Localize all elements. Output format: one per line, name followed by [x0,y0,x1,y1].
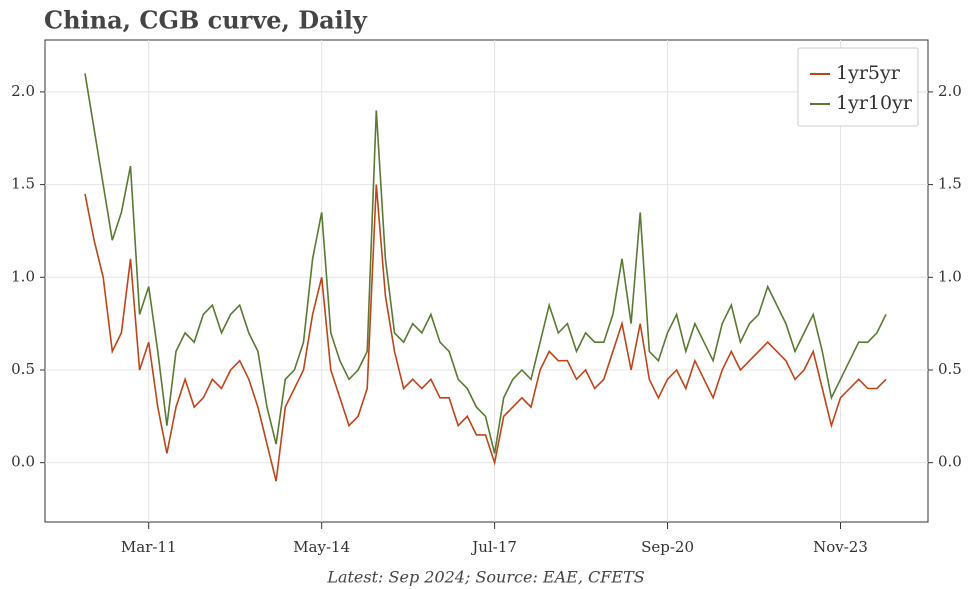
y2-tick-label: 2.0 [938,82,962,100]
plot-frame [44,39,929,523]
y-tick-label: 2.0 [11,82,35,100]
y2-tick-label: 1.5 [938,175,962,193]
legend-label: 1yr10yr [836,92,913,114]
chart-title: China, CGB curve, Daily [44,6,368,35]
y2-tick-label: 0.5 [938,360,962,378]
x-tick-label: May-14 [293,538,350,556]
grid [45,40,928,522]
y-tick-label: 1.0 [11,267,35,285]
legend: 1yr5yr 1yr10yr [797,47,919,127]
y-tick-label: 0.5 [11,360,35,378]
legend-box [797,47,919,127]
y2-tick-label: 0.0 [938,453,962,471]
line-series [84,184,887,482]
x-tick-label: Sep-20 [641,538,694,556]
line-series [84,73,887,454]
x-tick-label: Jul-17 [470,538,517,556]
legend-label: 1yr5yr [836,62,901,84]
x-tick-label: Nov-23 [813,538,868,556]
y2-tick-label: 1.0 [938,267,962,285]
x-tick-label: Mar-11 [121,538,177,556]
footnote: Latest: Sep 2024; Source: EAE, CFETS [326,568,644,587]
y-tick-label: 1.5 [11,175,35,193]
y-tick-label: 0.0 [11,453,35,471]
